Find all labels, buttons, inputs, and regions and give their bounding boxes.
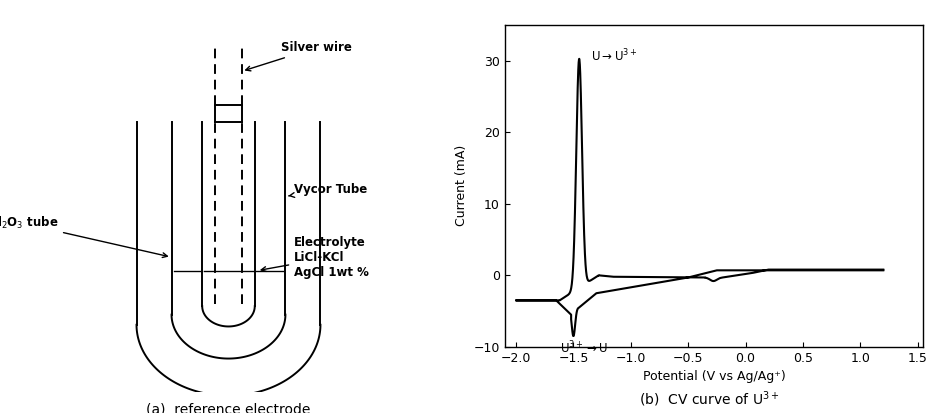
Text: U$^{3+}$$\rightarrow$U: U$^{3+}$$\rightarrow$U (560, 340, 608, 356)
Y-axis label: Current (mA): Current (mA) (455, 145, 467, 226)
Text: Al$_2$O$_3$ tube: Al$_2$O$_3$ tube (0, 215, 168, 257)
Text: Vycor Tube: Vycor Tube (288, 183, 367, 197)
Text: Silver wire: Silver wire (246, 41, 352, 71)
X-axis label: Potential (V vs Ag/Ag⁺): Potential (V vs Ag/Ag⁺) (643, 370, 785, 383)
Text: U$\rightarrow$U$^{3+}$: U$\rightarrow$U$^{3+}$ (590, 47, 637, 64)
Text: Electrolyte
LiCl-KCl
AgCl 1wt %: Electrolyte LiCl-KCl AgCl 1wt % (261, 236, 369, 279)
Text: (b)  CV curve of U$^{3+}$: (b) CV curve of U$^{3+}$ (639, 389, 780, 409)
Text: (a)  reference electrode: (a) reference electrode (147, 403, 310, 413)
